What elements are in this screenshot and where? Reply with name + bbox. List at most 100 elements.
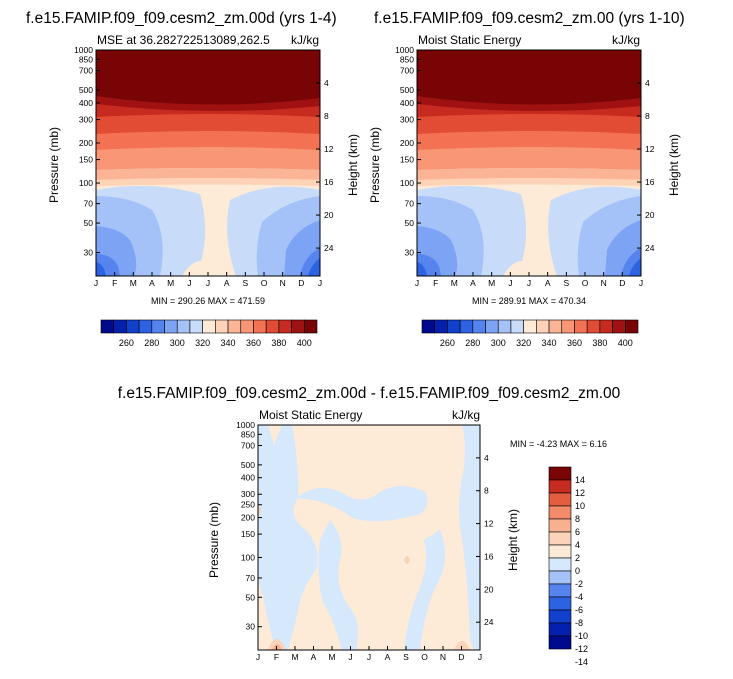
diff-colorbar-label: -6 bbox=[575, 605, 583, 615]
left-height-tick-label: 24 bbox=[324, 243, 334, 253]
left-xtick-label: M bbox=[130, 278, 137, 288]
diff-ylabel: Pressure (mb) bbox=[207, 502, 221, 578]
diff-warm-right-low bbox=[454, 641, 470, 650]
right-ytick-label: 30 bbox=[405, 248, 415, 258]
right-height-tick-label: 12 bbox=[645, 144, 655, 154]
left-band-350 bbox=[96, 178, 320, 186]
diff-colorbar-label: 4 bbox=[575, 540, 580, 550]
diff-warm-spot bbox=[404, 556, 410, 564]
diff-cool-right-mid bbox=[404, 530, 446, 650]
left-xtick-label: J bbox=[318, 278, 322, 288]
left-height-tick-label: 8 bbox=[324, 111, 329, 121]
right-xtick-label: J bbox=[527, 278, 531, 288]
diff-ytick-label: 100 bbox=[241, 552, 255, 562]
diff-xtick-label: J bbox=[478, 652, 482, 662]
right-panel: f.e15.FAMIP.f09_f09.cesm2_zm.00 (yrs 1-1… bbox=[368, 10, 685, 348]
diff-height-tick-label: 12 bbox=[484, 519, 494, 529]
left-colorbar-box bbox=[278, 319, 292, 334]
right-height-tick-label: 20 bbox=[645, 210, 655, 220]
right-colorbar-label: 340 bbox=[542, 338, 557, 348]
diff-ytick-label: 150 bbox=[241, 529, 255, 539]
left-colorbar-box bbox=[138, 319, 153, 334]
right-ytick-label: 1000 bbox=[395, 45, 414, 55]
diff-ytick-label: 500 bbox=[241, 460, 255, 470]
right-xtick-label: J bbox=[639, 278, 643, 288]
right-colorbar-label: 360 bbox=[567, 338, 582, 348]
left-height-tick-label: 16 bbox=[324, 177, 334, 187]
left-colorbar-box bbox=[113, 319, 127, 334]
diff-height-tick-label: 4 bbox=[484, 453, 489, 463]
diff-cool-mid bbox=[296, 486, 428, 522]
left-colorbar-label: 360 bbox=[246, 338, 261, 348]
left-ytick-label: 100 bbox=[79, 178, 93, 188]
left-xtick-label: A bbox=[149, 278, 155, 288]
left-ytick-label: 50 bbox=[84, 218, 94, 228]
left-ytick-label: 1000 bbox=[74, 45, 93, 55]
diff-colorbar-box bbox=[548, 596, 572, 611]
right-xtick-label: J bbox=[415, 278, 419, 288]
right-xtick-label: F bbox=[433, 278, 438, 288]
right-colorbar-box bbox=[497, 319, 512, 334]
diff-colorbar-box bbox=[548, 531, 572, 546]
left-ylabel: Pressure (mb) bbox=[47, 127, 61, 203]
diff-colorbar-box bbox=[548, 570, 572, 585]
right-colorbar: 260 280 300 320 340 360 380 400 bbox=[421, 319, 639, 348]
left-ytick-label: 200 bbox=[79, 138, 93, 148]
diff-colorbar-label: 8 bbox=[575, 514, 580, 524]
left-colorbar-label: 300 bbox=[170, 338, 185, 348]
left-height-tick-label: 4 bbox=[324, 78, 329, 88]
left-colorbar-label: 400 bbox=[297, 338, 312, 348]
left-ylabel-right: Height (km) bbox=[346, 134, 360, 196]
diff-colorbar-label: 0 bbox=[575, 566, 580, 576]
right-colorbar-label: 320 bbox=[516, 338, 531, 348]
diff-cool-left bbox=[258, 425, 318, 650]
diff-colorbar-label: -10 bbox=[575, 631, 588, 641]
right-colorbar-box bbox=[434, 319, 448, 334]
left-cool-280 bbox=[96, 262, 106, 276]
diff-colorbar-box bbox=[548, 609, 572, 624]
diff-ytick-label: 400 bbox=[241, 473, 255, 483]
left-colorbar-box bbox=[176, 319, 191, 334]
diff-colorbar-label: 2 bbox=[575, 553, 580, 563]
diff-xtick-label: J bbox=[367, 652, 371, 662]
left-colorbar-box bbox=[265, 319, 280, 334]
diff-colorbar-box bbox=[548, 557, 572, 572]
diff-xtick-label: N bbox=[440, 652, 446, 662]
right-xtick-label: D bbox=[619, 278, 625, 288]
right-ytick-label: 850 bbox=[400, 54, 414, 64]
diff-colorbar-label: -8 bbox=[575, 618, 583, 628]
left-colorbar-box bbox=[215, 319, 229, 334]
left-ytick-label: 30 bbox=[84, 248, 94, 258]
right-ytick-label: 700 bbox=[400, 66, 414, 76]
right-colorbar-label: 280 bbox=[465, 338, 480, 348]
right-height-tick-label: 4 bbox=[645, 78, 650, 88]
right-colorbar-box bbox=[447, 319, 461, 334]
right-colorbar-box bbox=[561, 319, 575, 334]
diff-colorbar-label: -14 bbox=[575, 657, 588, 667]
right-colorbar-box bbox=[523, 319, 537, 334]
diff-colorbar-box bbox=[548, 505, 572, 520]
left-colorbar-box bbox=[253, 319, 267, 334]
right-xtick-label: M bbox=[488, 278, 495, 288]
left-xtick-label: D bbox=[298, 278, 304, 288]
diff-height-tick-label: 16 bbox=[484, 551, 494, 561]
right-colorbar-box bbox=[536, 319, 550, 334]
diff-colorbar-label: 6 bbox=[575, 527, 580, 537]
diff-ytick-label: 700 bbox=[241, 441, 255, 451]
left-colorbar: 260 280 300 320 340 360 380 400 bbox=[100, 319, 318, 348]
diff-xtick-label: F bbox=[274, 652, 279, 662]
right-band-top bbox=[417, 50, 641, 105]
diff-subtitle: Moist Static Energy bbox=[259, 408, 362, 422]
left-xtick-label: N bbox=[280, 278, 286, 288]
right-colorbar-box bbox=[574, 319, 588, 334]
diff-colorbar-label: 10 bbox=[575, 501, 585, 511]
right-ytick-label: 500 bbox=[400, 85, 414, 95]
diff-colorbar-box bbox=[548, 479, 572, 494]
diff-xtick-label: O bbox=[421, 652, 428, 662]
diff-colorbar-box bbox=[548, 518, 572, 533]
left-xtick-label: M bbox=[167, 278, 174, 288]
right-units: kJ/kg bbox=[612, 33, 640, 47]
right-ytick-label: 300 bbox=[400, 115, 414, 125]
